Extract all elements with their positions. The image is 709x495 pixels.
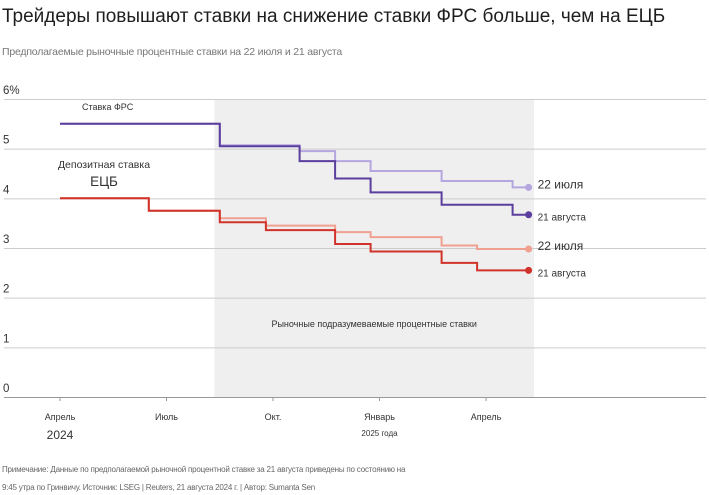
- shaded-region-label: Рыночные подразумеваемые процентные став…: [271, 319, 476, 329]
- series-end-label-3: 21 августа: [538, 268, 587, 279]
- series-end-point-1: [525, 211, 533, 219]
- y-tick-label: 3: [3, 234, 9, 246]
- x-year-label: 2025 года: [361, 429, 398, 438]
- series-end-label-1: 21 августа: [538, 213, 587, 224]
- series-line-1: [60, 122, 529, 216]
- x-tick-label: Апрель: [471, 412, 502, 422]
- fed-series-label: Ставка ФРС: [82, 102, 134, 112]
- series-line-3: [60, 197, 529, 272]
- y-tick-label: 5: [3, 135, 9, 147]
- x-tick-label: Июль: [155, 412, 178, 422]
- y-tick-label: 4: [3, 184, 10, 196]
- x-tick-label: Апрель: [45, 412, 76, 422]
- series-end-point-2: [525, 245, 533, 253]
- y-tick-label: 1: [3, 333, 9, 345]
- x-tick-label: Окт.: [265, 412, 282, 422]
- series-end-point-0: [525, 183, 533, 191]
- footnote-line-1: Примечание: Данные по предполагаемой рын…: [2, 465, 406, 474]
- chart-subtitle: Предполагаемые рыночные процентные ставк…: [2, 46, 343, 58]
- rate-chart: 0 1 2 3 4 5 6% Рыночные подразумеваемые процент…: [3, 85, 706, 442]
- x-year-label: 2024: [47, 428, 74, 442]
- x-tick-label: Январь: [364, 412, 395, 422]
- y-tick-label: 2: [3, 284, 9, 296]
- ecb-series-label-line1: Депозитная ставка: [58, 159, 150, 171]
- chart-title: Трейдеры повышают ставки на снижение ста…: [2, 6, 666, 27]
- y-tick-label: 0: [3, 383, 9, 395]
- ecb-series-label-line2: ЕЦБ: [90, 174, 118, 189]
- series-end-point-3: [525, 266, 533, 274]
- series-end-label-0: 22 июля: [538, 177, 584, 191]
- series-end-label-2: 22 июля: [538, 239, 584, 253]
- footnote-line-2: 9:45 утра по Гринвичу. Источник: LSEG | …: [2, 483, 316, 492]
- y-tick-label: 6%: [3, 85, 20, 97]
